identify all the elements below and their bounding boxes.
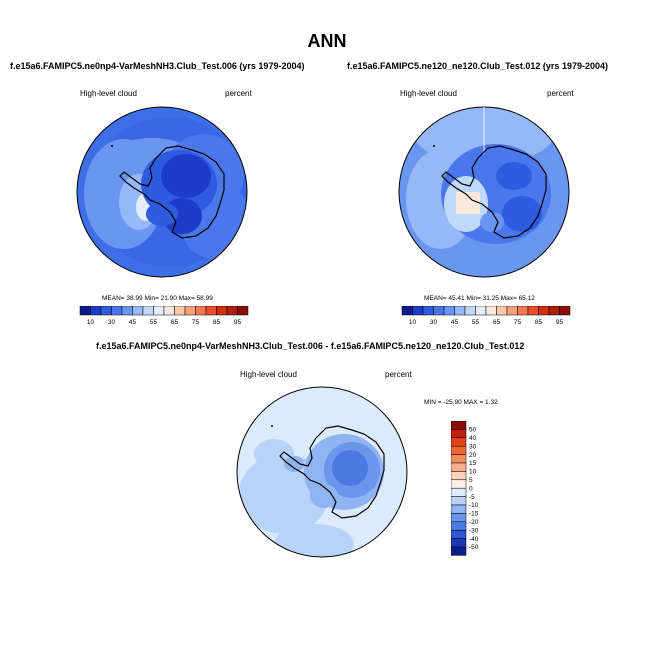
panel-1-stats: MEAN= 38.99 Min= 21.90 Max= 58.99	[102, 295, 213, 302]
colorbar-label: -20	[469, 519, 479, 526]
colorbar-swatch	[475, 306, 487, 316]
colorbar-label: 10	[469, 469, 477, 476]
colorbar-label: -40	[469, 536, 479, 543]
colorbar-label: 0	[469, 485, 473, 492]
panel-2-variable: High-level cloud	[400, 89, 457, 98]
colorbar-label: 30	[108, 319, 116, 326]
colorbar-label: 45	[129, 319, 137, 326]
panel-3-map	[236, 386, 408, 558]
colorbar-swatch	[517, 306, 529, 316]
colorbar-label: -50	[469, 544, 479, 551]
colorbar-swatch	[548, 306, 560, 316]
colorbar-label: 85	[213, 319, 221, 326]
colorbar-label: 10	[87, 319, 95, 326]
panel-1-units: percent	[225, 89, 252, 98]
colorbar-label: -15	[469, 511, 479, 518]
colorbar-label: 95	[234, 319, 242, 326]
panel-3-variable: High-level cloud	[240, 370, 297, 379]
panel-3-min-max: MIN = -25.90 MAX = 1.32	[424, 399, 498, 406]
colorbar-swatch	[496, 306, 508, 316]
figure-title: ANN	[307, 31, 347, 51]
colorbar-swatch	[451, 429, 467, 439]
colorbar-swatch	[451, 421, 467, 430]
panel-3-title: f.e15a6.FAMIPC5.ne0np4-VarMeshNH3.Club_T…	[96, 341, 525, 351]
colorbar-swatch	[451, 462, 467, 472]
colorbar-swatch	[451, 504, 467, 514]
colorbar-swatch	[451, 479, 467, 489]
colorbar-swatch	[451, 496, 467, 506]
colorbar-swatch	[121, 306, 133, 316]
colorbar-label: 55	[472, 319, 480, 326]
colorbar-label: -30	[469, 527, 479, 534]
colorbar-swatch	[422, 306, 434, 316]
colorbar-label: 15	[469, 460, 477, 467]
colorbar-swatch	[506, 306, 518, 316]
colorbar-swatch	[559, 306, 571, 316]
colorbar-label: 85	[535, 319, 543, 326]
colorbar-swatch	[527, 306, 539, 316]
colorbar-label: 95	[556, 319, 564, 326]
colorbar-swatch	[451, 454, 467, 464]
colorbar-label: 40	[469, 435, 477, 442]
colorbar-swatch	[464, 306, 476, 316]
panel-2-map	[398, 106, 570, 278]
colorbar-swatch	[153, 306, 165, 316]
colorbar-label: 45	[451, 319, 459, 326]
colorbar-swatch	[485, 306, 497, 316]
colorbar-swatch	[451, 521, 467, 531]
colorbar-swatch	[401, 306, 413, 316]
colorbar-swatch	[205, 306, 217, 316]
panel-2-colorbar: 10 30 45 55 65 75 85 95	[401, 306, 571, 326]
panel-1-map	[76, 106, 248, 278]
colorbar-label: 20	[469, 452, 477, 459]
colorbar-swatch	[412, 306, 424, 316]
colorbar-swatch	[451, 437, 467, 447]
colorbar-label: 50	[469, 427, 477, 434]
colorbar-label: 5	[469, 477, 473, 484]
colorbar-label: 55	[150, 319, 158, 326]
colorbar-label: 30	[469, 443, 477, 450]
colorbar-label: -5	[469, 494, 475, 501]
colorbar-swatch	[451, 445, 467, 455]
colorbar-label: 10	[409, 319, 417, 326]
colorbar-swatch	[538, 306, 550, 316]
panel-2-units: percent	[547, 89, 574, 98]
colorbar-swatch	[79, 306, 91, 316]
colorbar-swatch	[163, 306, 175, 316]
colorbar-swatch	[216, 306, 228, 316]
colorbar-swatch	[237, 306, 249, 316]
colorbar-label: -10	[469, 502, 479, 509]
colorbar-swatch	[195, 306, 207, 316]
colorbar-swatch	[451, 487, 467, 497]
colorbar-swatch	[451, 546, 467, 556]
colorbar-swatch	[443, 306, 455, 316]
panel-1-colorbar: 10 30 45 55 65 75 85 95	[79, 306, 249, 326]
colorbar-label: 30	[430, 319, 438, 326]
colorbar-swatch	[111, 306, 123, 316]
panel-2-stats: MEAN= 45.41 Min= 31.25 Max= 65.12	[424, 295, 535, 302]
panel-2-title: f.e15a6.FAMIPC5.ne120_ne120.Club_Test.01…	[347, 61, 608, 71]
colorbar-swatch	[174, 306, 186, 316]
colorbar-swatch	[451, 513, 467, 523]
colorbar-swatch	[451, 529, 467, 539]
panel-1-variable: High-level cloud	[80, 89, 137, 98]
colorbar-swatch	[451, 471, 467, 481]
colorbar-swatch	[90, 306, 102, 316]
colorbar-swatch	[433, 306, 445, 316]
colorbar-swatch	[142, 306, 154, 316]
colorbar-label: 75	[514, 319, 522, 326]
colorbar-swatch	[454, 306, 466, 316]
colorbar-label: 65	[493, 319, 501, 326]
panel-3-units: percent	[385, 370, 412, 379]
colorbar-swatch	[132, 306, 144, 316]
colorbar-swatch	[184, 306, 196, 316]
colorbar-label: 75	[192, 319, 200, 326]
colorbar-label: 65	[171, 319, 179, 326]
panel-1-title: f.e15a6.FAMIPC5.ne0np4-VarMeshNH3.Club_T…	[10, 61, 305, 71]
colorbar-swatch	[451, 538, 467, 548]
colorbar-swatch	[100, 306, 112, 316]
colorbar-swatch	[226, 306, 238, 316]
